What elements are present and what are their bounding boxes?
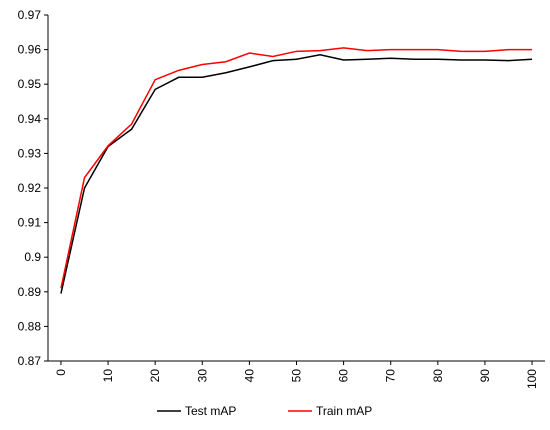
- series-line: [60, 47, 533, 289]
- y-tick-label: 0.89: [18, 285, 42, 299]
- x-tick-label: 80: [431, 369, 445, 383]
- y-tick-label: 0.91: [18, 216, 42, 230]
- legend-item: Test mAP: [157, 404, 236, 418]
- legend-label: Test mAP: [185, 404, 236, 418]
- x-tick-label: 40: [242, 369, 256, 383]
- x-tick-label: 20: [148, 369, 162, 383]
- y-tick-label: 0.95: [18, 77, 42, 91]
- y-tick-label: 0.87: [18, 354, 42, 368]
- x-tick-label: 50: [290, 369, 304, 383]
- y-tick-label: 0.88: [18, 319, 42, 333]
- series-line: [60, 54, 533, 294]
- legend-item: Train mAP: [288, 404, 372, 418]
- y-tick-label: 0.93: [18, 146, 42, 160]
- y-tick-label: 0.9: [24, 250, 41, 264]
- y-tick-label: 0.94: [18, 112, 42, 126]
- x-tick-label: 70: [384, 369, 398, 383]
- x-tick-label: 100: [525, 369, 539, 389]
- y-tick-label: 0.92: [18, 181, 42, 195]
- legend-label: Train mAP: [316, 404, 372, 418]
- x-tick-label: 30: [195, 369, 209, 383]
- x-tick-label: 60: [337, 369, 351, 383]
- x-tick-label: 10: [101, 369, 115, 383]
- y-tick-label: 0.96: [18, 43, 42, 57]
- y-tick-label: 0.97: [18, 8, 42, 22]
- x-tick-label: 0: [54, 369, 68, 376]
- x-tick-label: 90: [478, 369, 492, 383]
